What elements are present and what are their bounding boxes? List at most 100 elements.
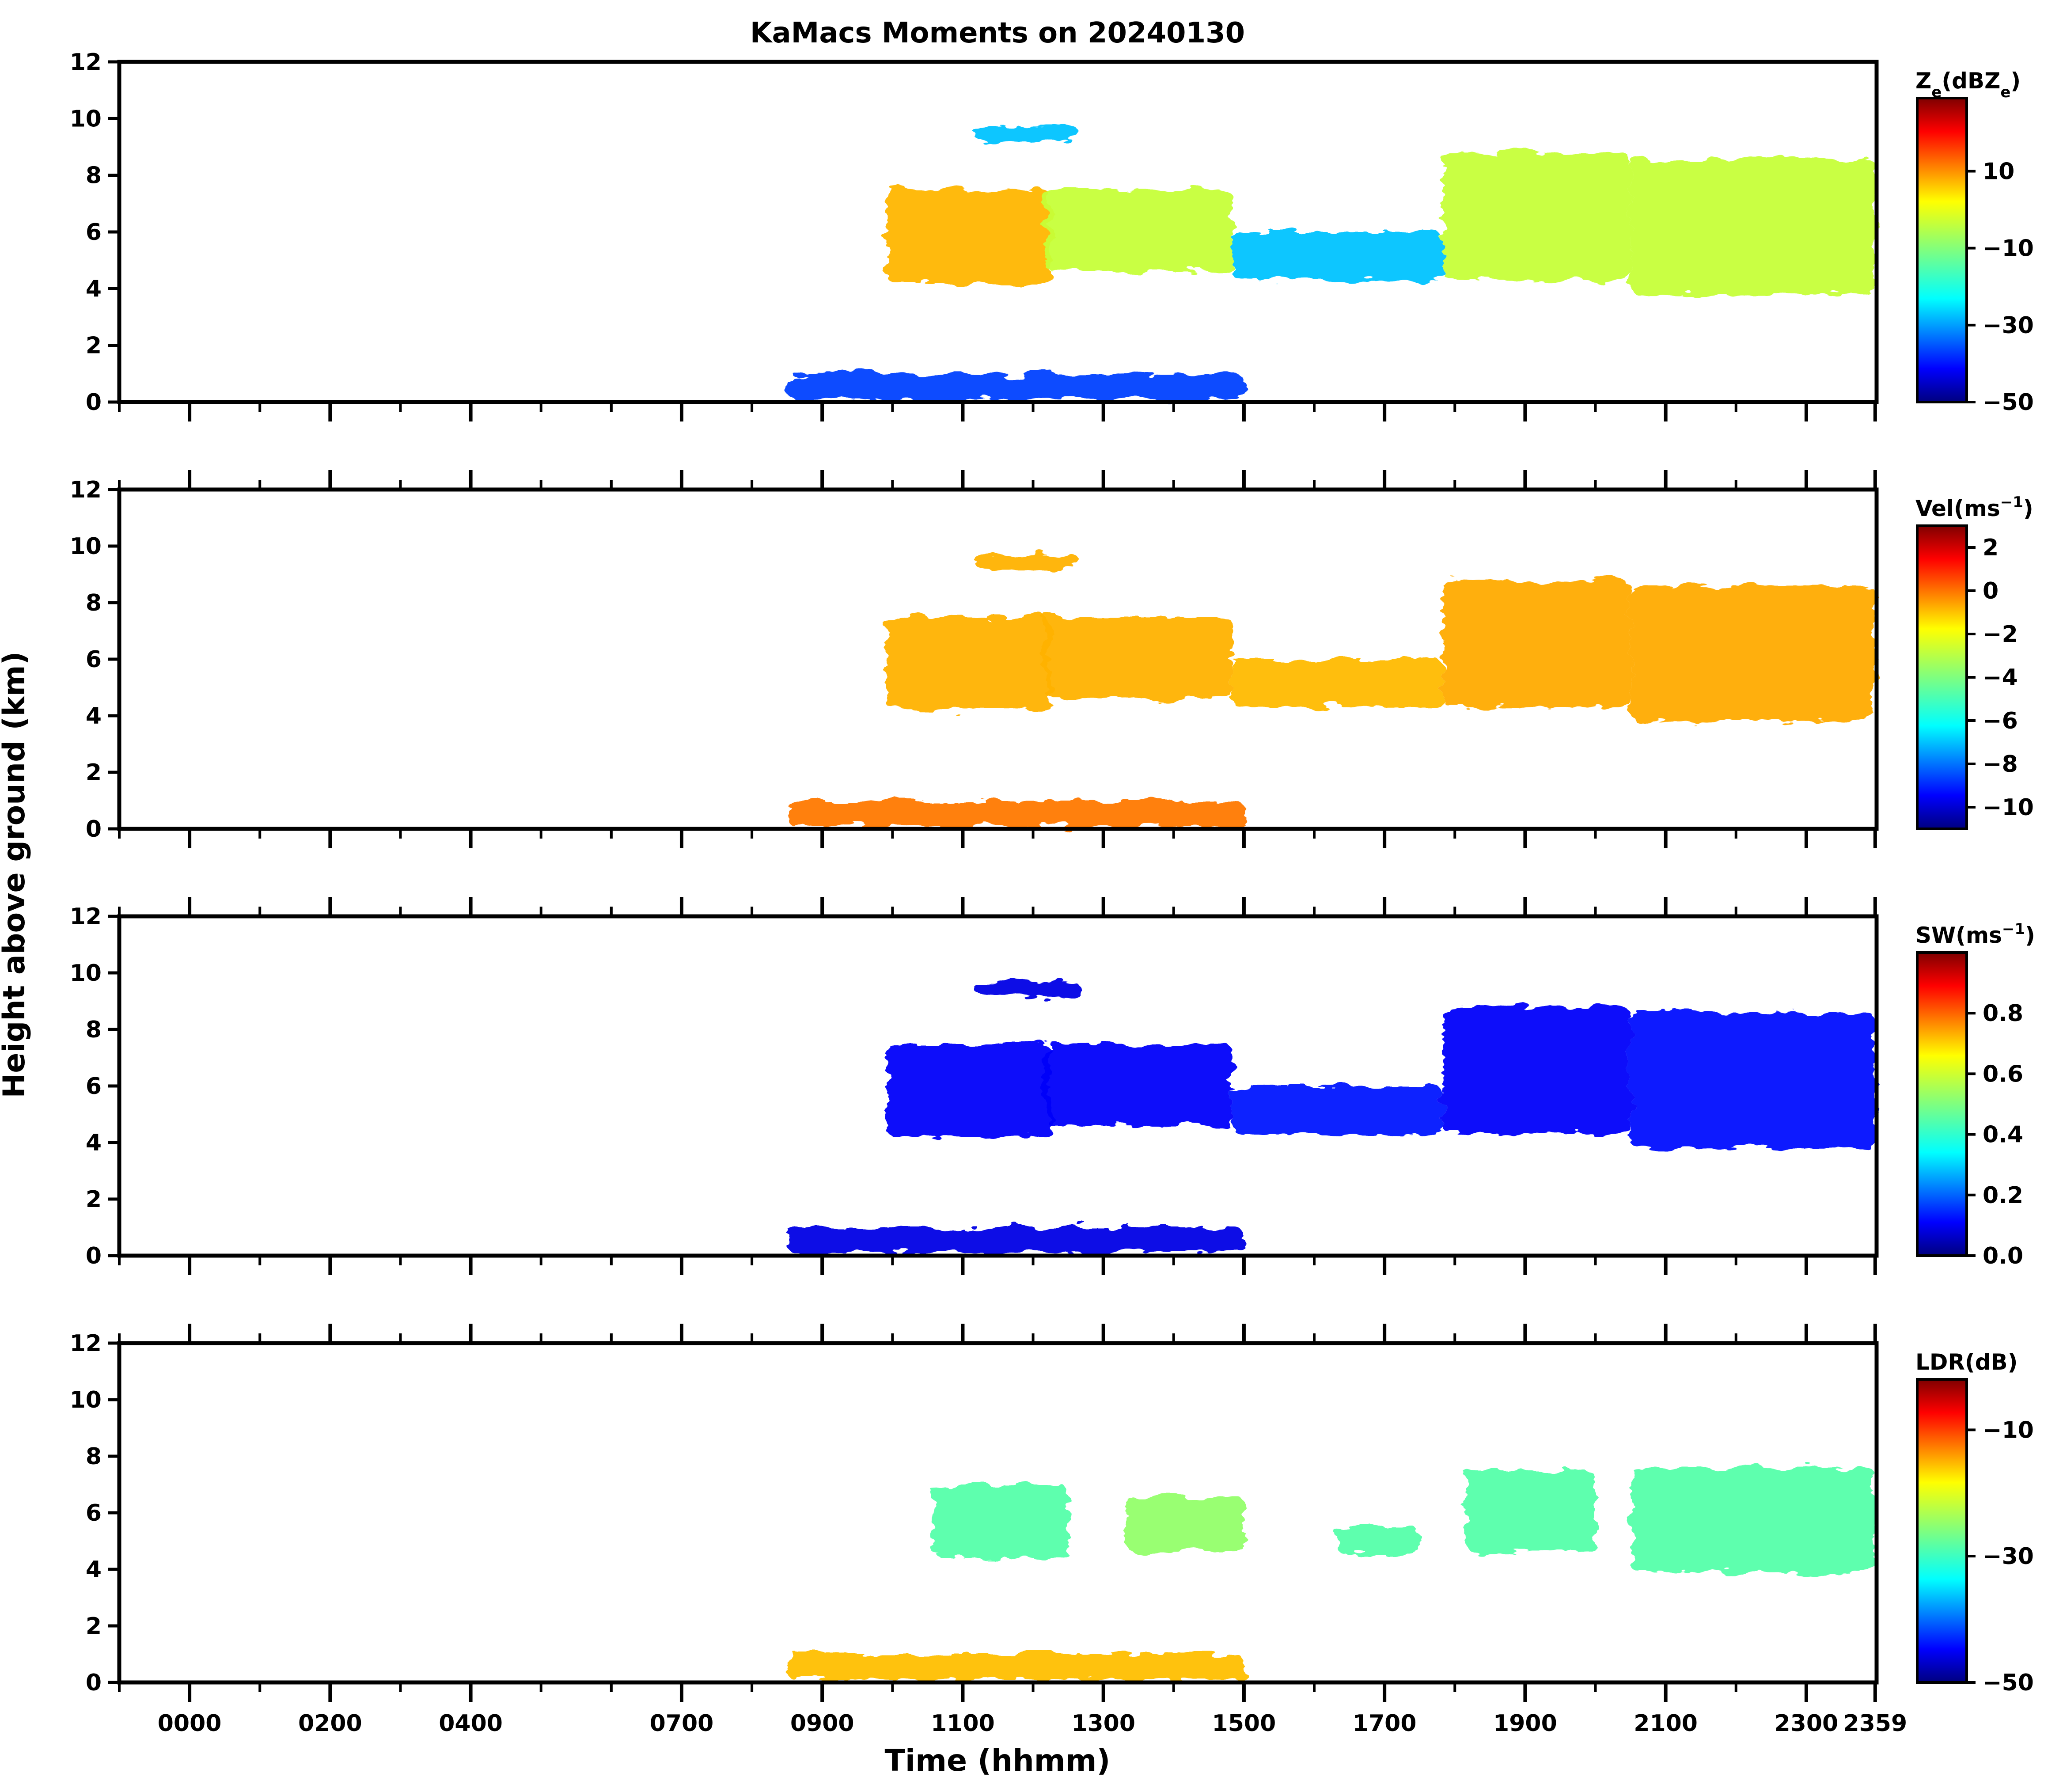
echo-region bbox=[1631, 158, 1876, 295]
y-tick-label: 8 bbox=[86, 163, 102, 189]
colorbar-tick-label: 2 bbox=[1983, 535, 1999, 561]
y-tick-label: 10 bbox=[70, 533, 102, 560]
echo-region bbox=[887, 189, 1051, 283]
echo-region bbox=[887, 617, 1051, 710]
colorbar-tick-label: 0 bbox=[1983, 578, 1999, 604]
echo-region bbox=[1045, 1044, 1232, 1126]
y-tick-label: 8 bbox=[86, 590, 102, 616]
y-tick-label: 6 bbox=[86, 219, 102, 246]
y-tick-label: 2 bbox=[86, 1613, 102, 1640]
echo-region bbox=[1631, 1012, 1876, 1148]
colorbar-tick-label: 0.6 bbox=[1983, 1061, 2023, 1087]
y-tick-label: 8 bbox=[86, 1443, 102, 1470]
x-tick-label: 0000 bbox=[158, 1710, 222, 1737]
echo-layer bbox=[787, 1467, 1876, 1680]
x-tick-label: 1700 bbox=[1353, 1710, 1417, 1737]
echo-region bbox=[787, 1654, 1244, 1680]
colorbar-tick-label: −10 bbox=[1983, 1417, 2034, 1443]
colorbar bbox=[1916, 951, 1968, 1257]
colorbar-tick-label: −4 bbox=[1983, 664, 2018, 691]
colorbar bbox=[1916, 97, 1968, 403]
colorbar-tick-label: 10 bbox=[1983, 158, 2014, 185]
echo-region bbox=[787, 801, 1244, 826]
colorbar-label: LDR(dB) bbox=[1915, 1349, 2017, 1375]
y-tick-label: 6 bbox=[86, 1073, 102, 1100]
echo-layer bbox=[787, 554, 1876, 826]
colorbar bbox=[1916, 524, 1968, 830]
colorbar-tick-label: −8 bbox=[1983, 751, 2018, 778]
colorbar bbox=[1916, 1378, 1968, 1684]
x-axis-label: Time (hhmm) bbox=[884, 1743, 1110, 1778]
colorbar-label: Ze(dBZe) bbox=[1915, 68, 2021, 101]
echo-region bbox=[887, 1044, 1051, 1137]
y-tick-label: 4 bbox=[86, 1130, 102, 1156]
colorbar-tick-label: −30 bbox=[1983, 1543, 2034, 1570]
x-tick-label: 1900 bbox=[1493, 1710, 1557, 1737]
y-tick-label: 6 bbox=[86, 1500, 102, 1526]
y-tick-label: 10 bbox=[70, 106, 102, 132]
colorbar-label: Vel(ms−1) bbox=[1915, 494, 2033, 521]
echo-region bbox=[1443, 580, 1631, 707]
echo-layer bbox=[787, 981, 1876, 1253]
y-tick-label: 2 bbox=[86, 333, 102, 359]
colorbar-tick-label: −2 bbox=[1983, 621, 2018, 648]
echo-layer bbox=[787, 127, 1876, 399]
y-tick-label: 12 bbox=[70, 477, 102, 503]
echo-region bbox=[974, 127, 1080, 141]
colorbar-tick-label: −50 bbox=[1983, 389, 2034, 416]
echo-region bbox=[933, 1484, 1069, 1558]
y-tick-label: 0 bbox=[86, 816, 102, 843]
y-axis-label: Height above ground (km) bbox=[0, 651, 32, 1098]
y-tick-label: 10 bbox=[70, 1387, 102, 1413]
echo-region bbox=[1338, 1527, 1420, 1555]
x-tick-label: 0200 bbox=[298, 1710, 362, 1737]
echo-region bbox=[787, 373, 1244, 399]
panel-linear_depolarization_ratio: 0 2 4 6 8 10 12 0000 0200 0400 0700 0900 1100 1300 150… bbox=[70, 1324, 2034, 1737]
x-tick-label: 0400 bbox=[439, 1710, 503, 1737]
y-tick-label: 12 bbox=[70, 904, 102, 930]
colorbar-tick-label: −50 bbox=[1983, 1670, 2034, 1696]
x-tick-label: 0900 bbox=[790, 1710, 854, 1737]
colorbar-tick-label: 0.8 bbox=[1983, 1000, 2023, 1027]
x-tick-label: 2300 bbox=[1775, 1710, 1839, 1737]
panel-reflectivity: 0 2 4 6 8 10 12 −50 −30 −10 10 Ze(dBZe) bbox=[70, 49, 2034, 421]
echo-region bbox=[1443, 152, 1631, 281]
colorbar-tick-label: 0.2 bbox=[1983, 1182, 2023, 1209]
echo-region bbox=[1631, 1467, 1876, 1572]
echo-region bbox=[1232, 1086, 1443, 1134]
y-tick-label: 2 bbox=[86, 759, 102, 786]
echo-region bbox=[1443, 1006, 1631, 1134]
y-tick-label: 8 bbox=[86, 1017, 102, 1043]
echo-region bbox=[974, 554, 1080, 569]
echo-region bbox=[1631, 585, 1876, 721]
panels: 0 2 4 6 8 10 12 −50 −30 −10 10 Ze(dBZe) 0 2 4 6 8 10 12 −10… bbox=[70, 49, 2035, 1737]
colorbar-tick-label: −6 bbox=[1983, 708, 2018, 734]
colorbar-tick-label: −10 bbox=[1983, 794, 2034, 821]
panel-spectrum_width: 0 2 4 6 8 10 12 0.0 0.2 0.4 0.6 0.8 SW(ms−1) bbox=[70, 897, 2035, 1275]
colorbar-tick-label: −10 bbox=[1983, 235, 2034, 262]
echo-region bbox=[974, 981, 1080, 996]
y-tick-label: 6 bbox=[86, 646, 102, 673]
y-tick-label: 10 bbox=[70, 960, 102, 987]
x-tick-label: 1300 bbox=[1071, 1710, 1135, 1737]
y-tick-label: 4 bbox=[86, 1557, 102, 1583]
x-tick-label: 2100 bbox=[1634, 1710, 1698, 1737]
colorbar-tick-label: 0.0 bbox=[1983, 1243, 2023, 1269]
panel-velocity: 0 2 4 6 8 10 12 −10 −8 −6 −4 −2 0 2 Vel(ms−1) bbox=[70, 470, 2034, 848]
echo-region bbox=[1232, 232, 1443, 281]
y-tick-label: 0 bbox=[86, 1243, 102, 1269]
x-tick-label: 2359 bbox=[1843, 1710, 1907, 1737]
echo-region bbox=[787, 1227, 1244, 1253]
y-tick-label: 4 bbox=[86, 276, 102, 302]
colorbar-label: SW(ms−1) bbox=[1915, 920, 2035, 948]
y-tick-label: 12 bbox=[70, 1330, 102, 1357]
colorbar-tick-label: 0.4 bbox=[1983, 1122, 2023, 1148]
y-tick-label: 4 bbox=[86, 703, 102, 729]
x-tick-label: 0700 bbox=[650, 1710, 714, 1737]
figure-title: KaMacs Moments on 20240130 bbox=[750, 17, 1245, 49]
y-tick-label: 0 bbox=[86, 389, 102, 416]
colorbar-tick-label: −30 bbox=[1983, 312, 2034, 339]
y-tick-label: 0 bbox=[86, 1670, 102, 1696]
echo-region bbox=[1045, 617, 1232, 699]
